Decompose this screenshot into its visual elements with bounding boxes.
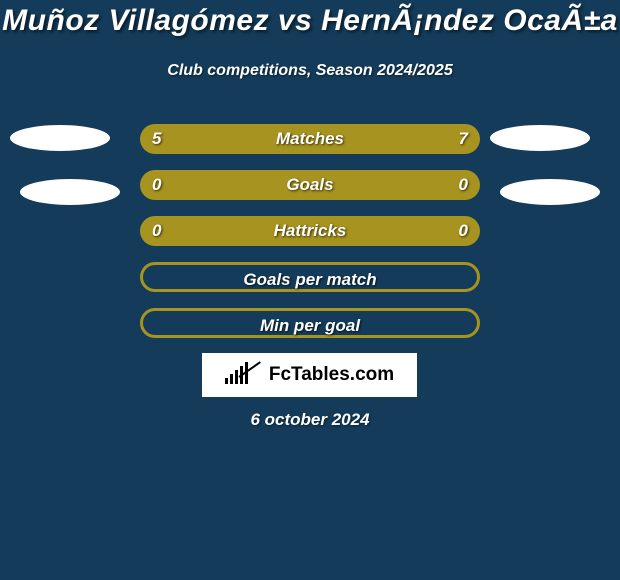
logo-chart-icon (225, 362, 263, 388)
page-title: Muñoz Villagómez vs HernÃ¡ndez OcaÃ±a (0, 4, 620, 38)
stat-label: Goals (140, 175, 480, 195)
stat-label: Min per goal (143, 316, 477, 336)
stat-value-right: 0 (459, 175, 468, 195)
stat-value-right: 7 (459, 129, 468, 149)
stat-value-right: 0 (459, 221, 468, 241)
page-subtitle: Club competitions, Season 2024/2025 (0, 62, 620, 80)
stat-bar-goals: Goals0 0 (140, 170, 480, 200)
stat-bar-matches: Matches5 7 (140, 124, 480, 154)
stat-value-left: 0 (152, 221, 161, 241)
player-right-top-ellipse (490, 125, 590, 151)
player-right-bottom-ellipse (500, 179, 600, 205)
fctables-logo: FcTables.com (202, 353, 417, 397)
player-left-bottom-ellipse (20, 179, 120, 205)
footer-date: 6 october 2024 (0, 410, 620, 430)
stat-bar-goals-per-match: Goals per match (140, 262, 480, 292)
logo-text: FcTables.com (269, 364, 394, 386)
stat-label: Matches (140, 129, 480, 149)
stat-value-left: 0 (152, 175, 161, 195)
stat-label: Goals per match (143, 270, 477, 290)
stat-bar-min-per-goal: Min per goal (140, 308, 480, 338)
stat-label: Hattricks (140, 221, 480, 241)
stat-bar-hattricks: Hattricks0 0 (140, 216, 480, 246)
stat-value-left: 5 (152, 129, 161, 149)
player-left-top-ellipse (10, 125, 110, 151)
